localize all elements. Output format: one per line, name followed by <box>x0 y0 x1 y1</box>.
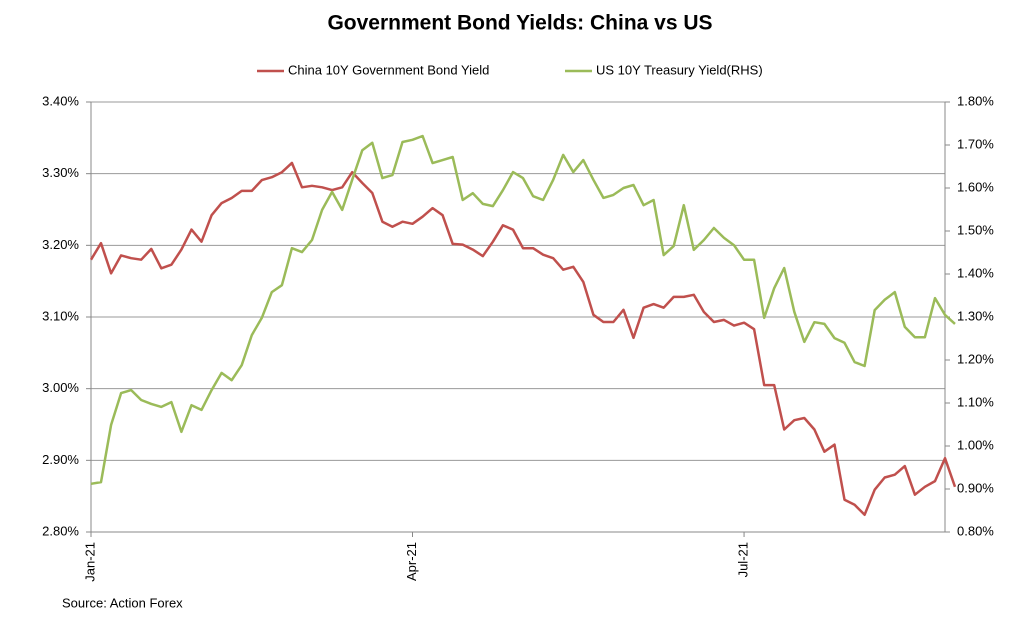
source-note: Source: Action Forex <box>62 595 183 610</box>
x-tick-label: Jan-21 <box>82 542 97 582</box>
legend-label: US 10Y Treasury Yield(RHS) <box>596 62 763 77</box>
y-tick-label: 3.30% <box>42 165 79 180</box>
y2-tick-label: 1.80% <box>957 93 994 108</box>
y-tick-label: 2.90% <box>42 452 79 467</box>
y-tick-label: 3.40% <box>42 93 79 108</box>
x-tick-label: Jul-21 <box>735 542 750 577</box>
y-tick-label: 3.10% <box>42 308 79 323</box>
y2-tick-label: 1.20% <box>957 351 994 366</box>
x-tick-label: Apr-21 <box>404 542 419 581</box>
y-tick-label: 3.00% <box>42 380 79 395</box>
y2-tick-label: 1.30% <box>957 308 994 323</box>
y2-tick-label: 0.90% <box>957 480 994 495</box>
y2-tick-label: 1.70% <box>957 136 994 151</box>
y2-tick-label: 1.40% <box>957 265 994 280</box>
y-tick-label: 3.20% <box>42 237 79 252</box>
y2-tick-label: 1.60% <box>957 179 994 194</box>
y2-tick-label: 0.80% <box>957 523 994 538</box>
chart-title: Government Bond Yields: China vs US <box>327 12 712 35</box>
y2-tick-label: 1.50% <box>957 222 994 237</box>
legend-label: China 10Y Government Bond Yield <box>288 62 489 77</box>
series-line <box>89 161 957 517</box>
y2-tick-label: 1.10% <box>957 394 994 409</box>
y-tick-label: 2.80% <box>42 523 79 538</box>
series-line <box>90 134 956 486</box>
y2-tick-label: 1.00% <box>957 437 994 452</box>
